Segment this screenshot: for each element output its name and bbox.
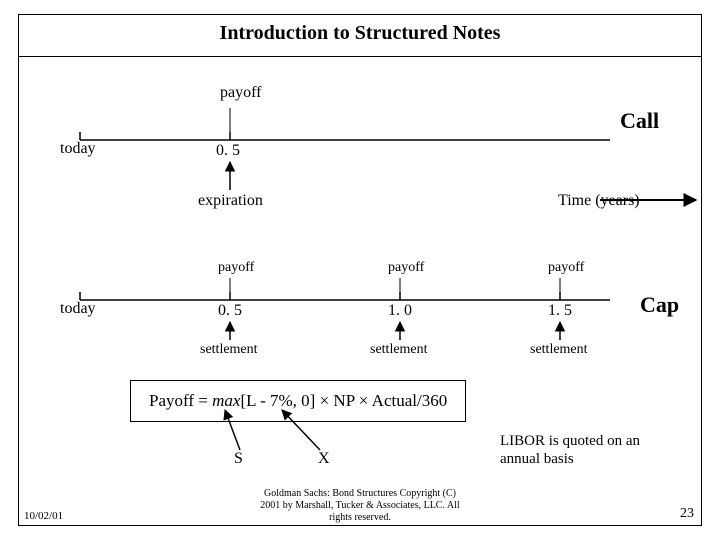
time-years-label: Time (years) xyxy=(558,192,640,210)
footer-copy-l3: rights reserved. xyxy=(0,512,720,524)
cap-payoff-label-0: payoff xyxy=(218,260,254,276)
formula-S-label: S xyxy=(234,450,243,468)
footer-copy-l1: Goldman Sachs: Bond Structures Copyright… xyxy=(0,488,720,500)
cap-payoff-label-2: payoff xyxy=(548,260,584,276)
page-title: Introduction to Structured Notes xyxy=(18,22,702,45)
cap-settlement-label-2: settlement xyxy=(530,342,588,358)
expiration-label: expiration xyxy=(198,192,263,210)
footer-copy-l2: 2001 by Marshall, Tucker & Associates, L… xyxy=(0,500,720,512)
cap-tick-value-1: 1. 0 xyxy=(388,302,412,320)
cap-tick-value-0: 0. 5 xyxy=(218,302,242,320)
formula-X-label: X xyxy=(318,450,330,468)
payoff-formula-box: Payoff = max[L - 7%, 0] × NP × Actual/36… xyxy=(130,380,466,422)
call-heading: Call xyxy=(620,108,659,134)
formula-max: max xyxy=(212,391,240,410)
today-label-cap: today xyxy=(60,300,96,318)
cap-payoff-label-1: payoff xyxy=(388,260,424,276)
title-wrap: Introduction to Structured Notes xyxy=(18,22,702,55)
payoff-label-call: payoff xyxy=(220,84,261,102)
cap-heading: Cap xyxy=(640,292,679,318)
footer-copyright: Goldman Sachs: Bond Structures Copyright… xyxy=(0,488,720,524)
cap-tick-value-2: 1. 5 xyxy=(548,302,572,320)
libor-note: LIBOR is quoted on an annual basis xyxy=(500,432,680,468)
formula-bracket: [L - 7%, 0] × NP × Actual/360 xyxy=(240,391,447,410)
cap-settlement-label-1: settlement xyxy=(370,342,428,358)
call-tick-value: 0. 5 xyxy=(216,142,240,160)
page-number: 23 xyxy=(680,506,694,522)
cap-settlement-label-0: settlement xyxy=(200,342,258,358)
today-label-call: today xyxy=(60,140,96,158)
formula-prefix: Payoff = xyxy=(149,391,212,410)
title-rule xyxy=(18,56,702,57)
